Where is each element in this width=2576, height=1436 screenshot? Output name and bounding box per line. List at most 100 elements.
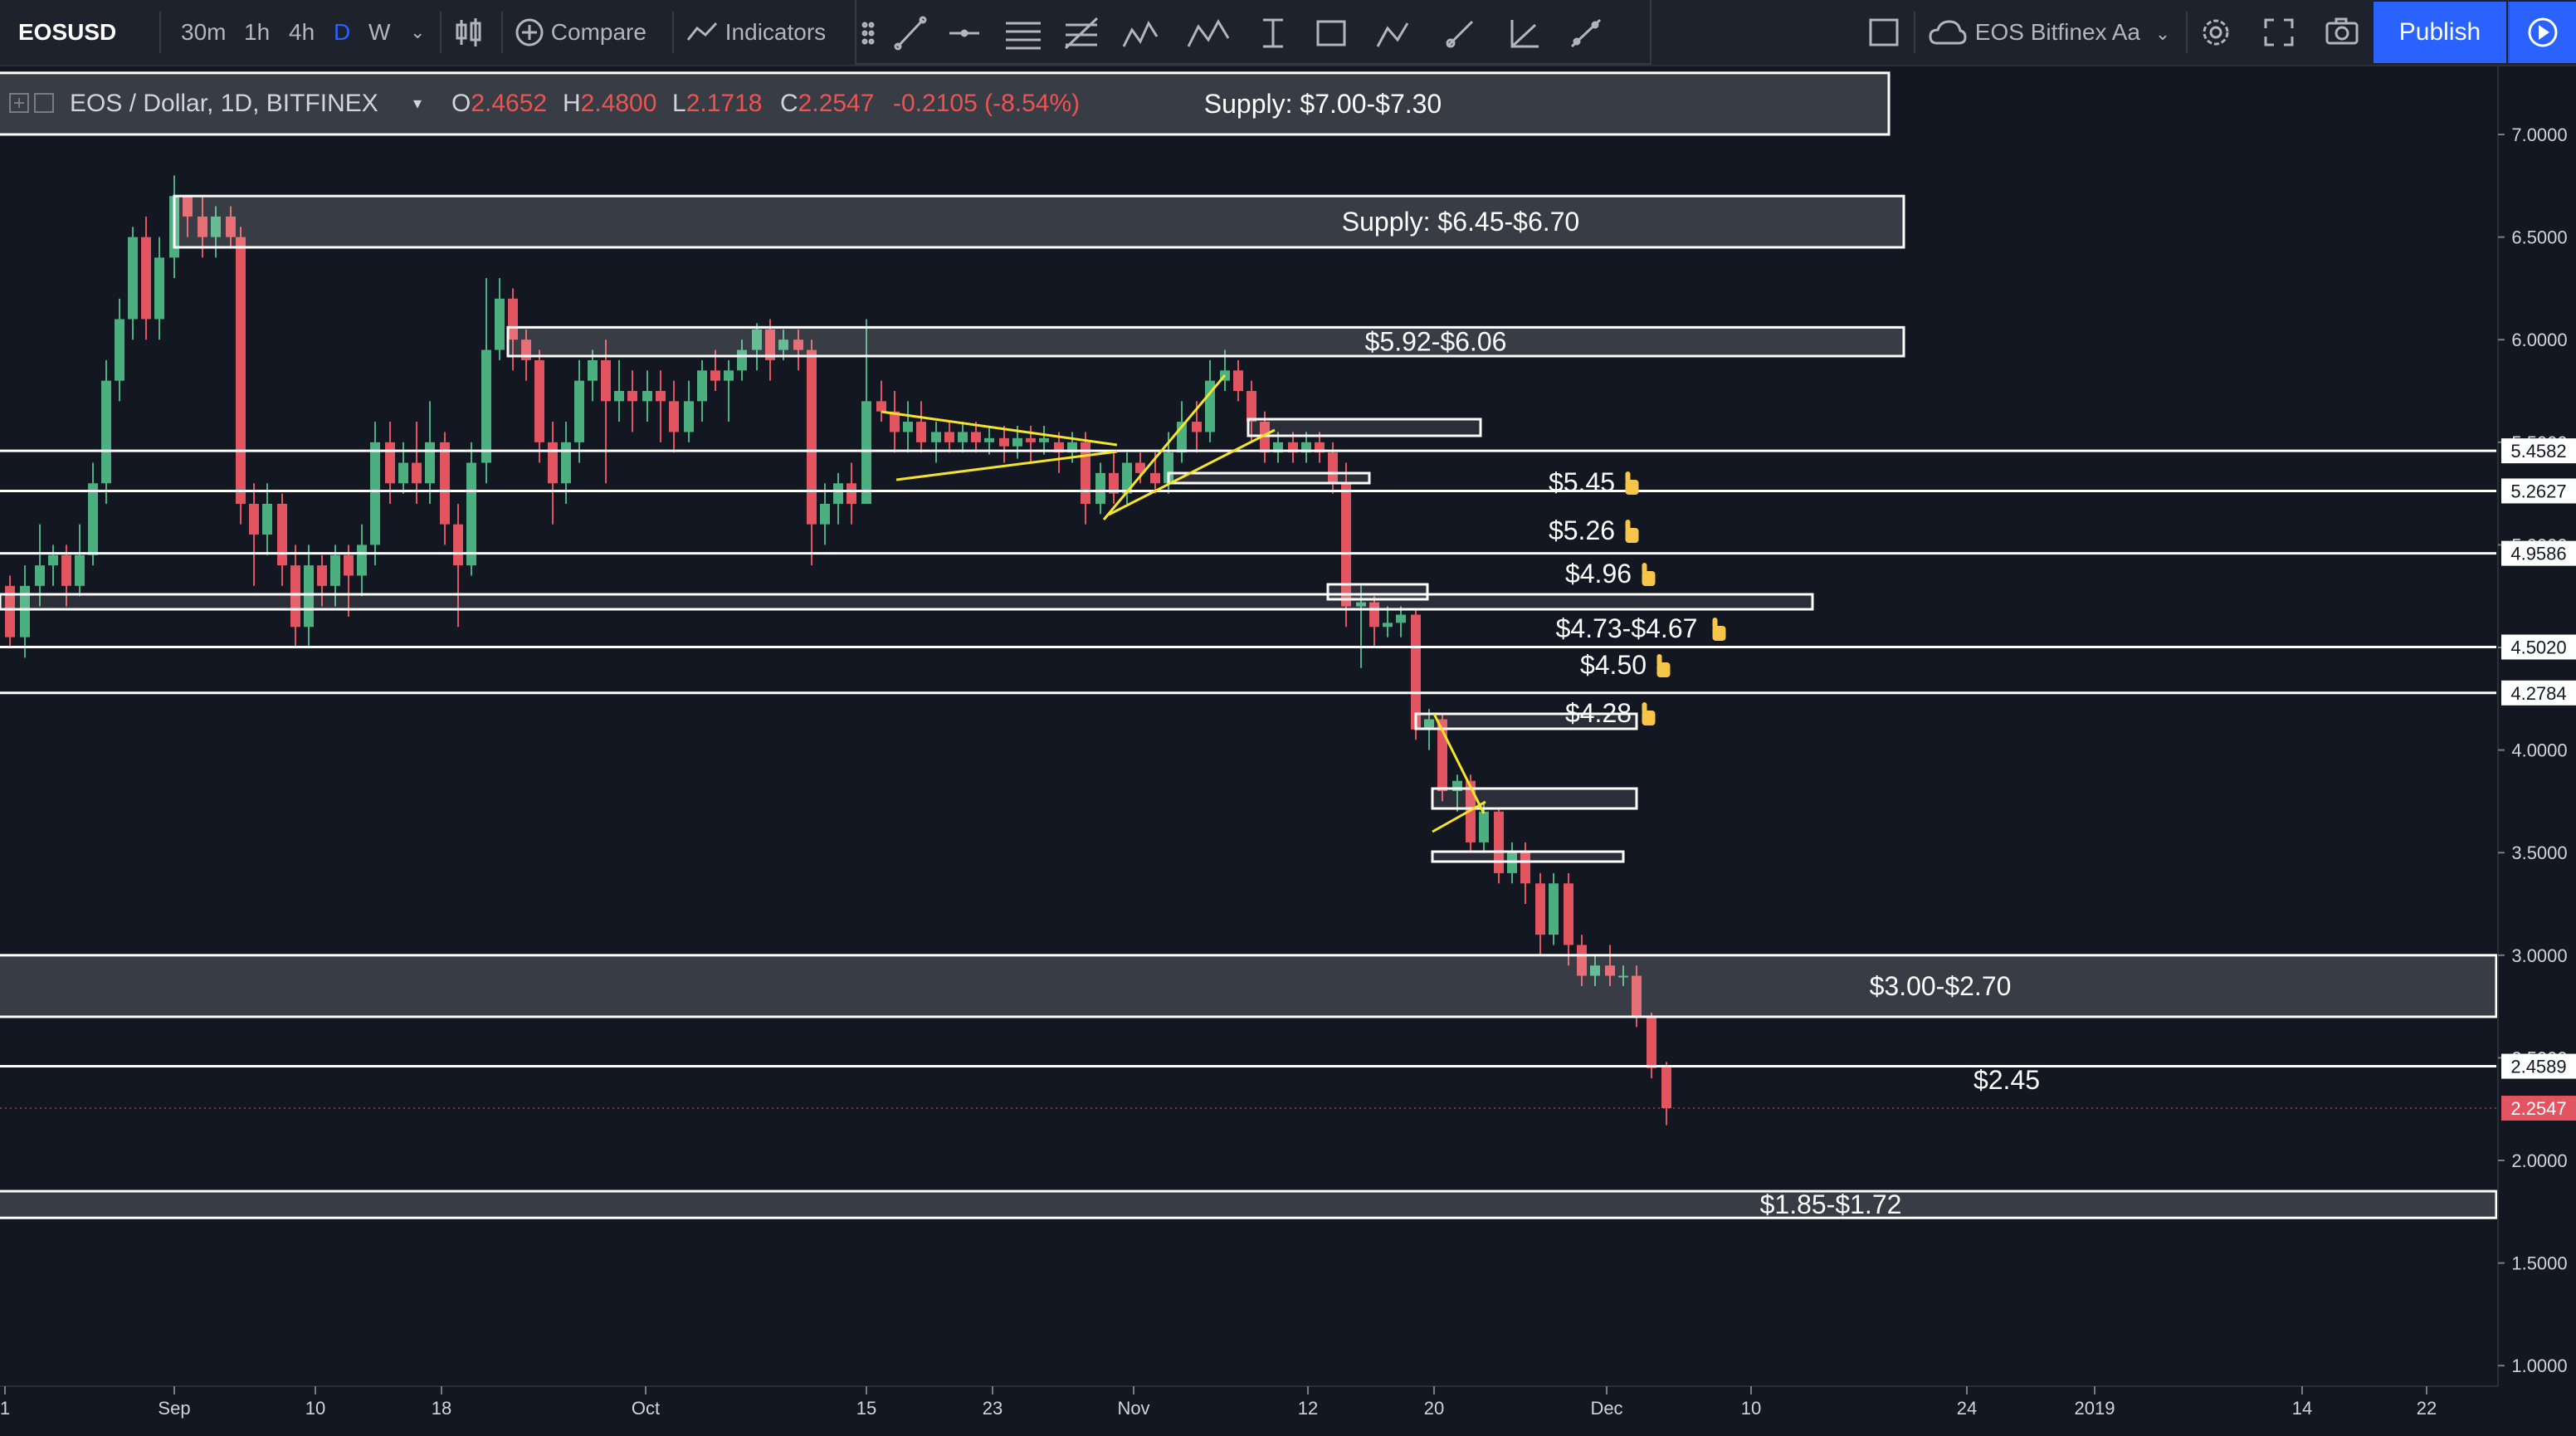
zone-box	[506, 325, 1905, 358]
candle-body	[561, 442, 571, 484]
pointing-hand-icon	[1625, 520, 1639, 543]
chart-annotations: Supply: $7.00-$7.30 Supply: $6.45-$6.70 $5…	[0, 71, 2498, 1219]
candle-body	[481, 349, 491, 463]
candle-body	[277, 503, 287, 566]
candle-body	[724, 370, 734, 381]
chevron-down-icon[interactable]: ▾	[413, 95, 422, 113]
play-icon[interactable]	[2508, 2, 2576, 63]
legend-expand-icon[interactable]	[7, 83, 56, 138]
level-box	[1431, 850, 1625, 863]
symbol-search[interactable]: EOSUSD	[18, 19, 117, 45]
candle-body	[588, 359, 598, 381]
candle-body	[495, 298, 505, 350]
price-tick-label: 3.5000	[2511, 843, 2567, 863]
chevron-down-icon: ⌄	[2154, 23, 2171, 44]
time-tick-label: Oct	[632, 1398, 660, 1419]
publish-button[interactable]: Publish	[2374, 2, 2506, 63]
time-axis[interactable]: 1 Sep 10 18 Oct 15 23 Nov 12 20 Dec 10 24 2019 14 22	[0, 1385, 2498, 1419]
pointing-hand-icon	[1656, 654, 1671, 677]
legend-close: C2.2547	[780, 83, 874, 125]
legend-title[interactable]: EOS / Dollar, 1D, BITFINEX	[70, 90, 378, 117]
candle-body	[999, 437, 1009, 447]
price-axis[interactable]: 7.00006.50006.00005.50005.00004.50004.00…	[2497, 66, 2576, 1436]
candle-body	[370, 442, 380, 545]
candle-body	[984, 437, 994, 442]
candle-body	[1039, 437, 1049, 442]
level-label-245: $2.45	[1973, 1065, 2040, 1095]
candle-body	[61, 554, 71, 586]
price-tag	[2501, 540, 2576, 566]
compare-button[interactable]: Compare	[515, 0, 646, 65]
current-price-tag	[2501, 1096, 2576, 1121]
candle-body	[154, 257, 164, 320]
level-label-473-467: $4.73-$4.67	[1556, 613, 1698, 643]
horizontal-line-icon	[949, 29, 979, 37]
price-tick-label: 6.0000	[2511, 330, 2567, 350]
candle-body	[115, 319, 124, 381]
timeframe-30m[interactable]: 30m	[181, 19, 227, 45]
price-tick-label: 1.0000	[2511, 1355, 2567, 1376]
candle-body	[1233, 370, 1243, 391]
candle-body	[1590, 965, 1600, 976]
timeframe-4h[interactable]: 4h	[289, 19, 315, 45]
camera-icon[interactable]	[2324, 0, 2360, 65]
candle-body	[903, 422, 913, 432]
indicators-button[interactable]: Indicators	[685, 0, 826, 65]
candle-body	[198, 216, 207, 237]
trend-line	[1108, 428, 1276, 516]
close-value: 2.2547	[798, 90, 875, 117]
gear-icon[interactable]	[2198, 0, 2234, 65]
price-tag	[2501, 634, 2576, 660]
candle-body	[1109, 472, 1119, 494]
time-tick-label: 2019	[2075, 1398, 2115, 1419]
price-tick-label: 2.0000	[2511, 1150, 2567, 1171]
candle-body	[1661, 1065, 1671, 1109]
candle-body	[440, 442, 450, 525]
level-label-526: $5.26	[1549, 515, 1615, 545]
timeframe-d[interactable]: D	[334, 19, 351, 45]
chevron-down-icon[interactable]: ⌄	[410, 22, 426, 42]
candle-body	[958, 432, 968, 442]
price-chart[interactable]: Supply: $7.00-$7.30 Supply: $6.45-$6.70 $5…	[0, 66, 2576, 1436]
candle-body	[1012, 437, 1022, 447]
trend-line	[1432, 800, 1486, 833]
layout-selector[interactable]: EOS Bitfinex Aa ⌄	[1927, 0, 2170, 65]
candles-icon[interactable]	[455, 0, 483, 65]
legend-low: L2.1718	[672, 83, 762, 125]
time-tick-label: Dec	[1590, 1398, 1622, 1419]
candle-body	[944, 432, 954, 442]
candle-body	[1095, 472, 1105, 504]
candle-body	[971, 432, 981, 442]
trend-line	[895, 450, 1118, 481]
timeframe-1h[interactable]: 1h	[244, 19, 271, 45]
legend-open: O2.4652	[451, 83, 547, 125]
fullscreen-square-icon[interactable]	[1867, 0, 1900, 65]
price-tag-label: 4.5020	[2510, 637, 2566, 658]
candle-body	[876, 401, 886, 412]
candle-body	[1424, 719, 1434, 730]
layout-name: EOS Bitfinex Aa	[1974, 19, 2140, 45]
time-tick-label: Nov	[1117, 1398, 1149, 1419]
toolbar-divider	[672, 12, 674, 53]
price-tag	[2501, 478, 2576, 504]
measure-icon	[1263, 18, 1283, 48]
candle-body	[1479, 811, 1489, 843]
zone-box	[173, 194, 1905, 249]
candle-body	[249, 503, 259, 535]
time-tick-label: 24	[1957, 1398, 1977, 1419]
abcd-pattern-icon	[1376, 22, 1409, 47]
time-tick-label: Sep	[158, 1398, 190, 1419]
candle-body	[684, 401, 694, 432]
candle-body	[861, 401, 871, 504]
candle-body	[778, 339, 788, 350]
time-tick-label: 1	[0, 1398, 10, 1419]
pointing-hand-icon	[1712, 618, 1726, 641]
candle-body	[601, 359, 611, 402]
fullscreen-icon[interactable]	[2262, 0, 2295, 65]
level-box	[1247, 418, 1482, 437]
trend-line	[1432, 713, 1486, 814]
level-label-545: $5.45	[1549, 467, 1615, 497]
timeframe-w[interactable]: W	[368, 19, 391, 45]
pointing-hand-icon	[1642, 563, 1656, 586]
candle-body	[548, 442, 558, 484]
